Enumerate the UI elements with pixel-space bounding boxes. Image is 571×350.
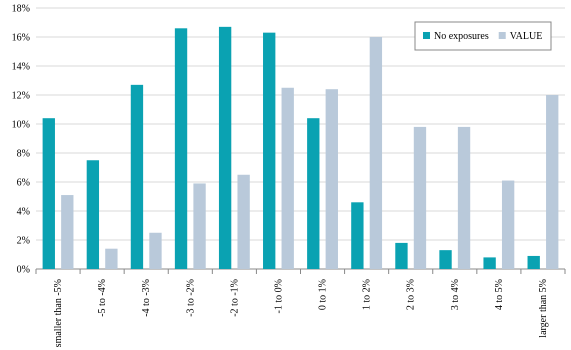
bar — [174, 28, 188, 269]
bar — [325, 89, 338, 269]
x-tick-label: 1 to 2% — [362, 279, 373, 310]
x-tick-label: 0 to 1% — [318, 279, 329, 310]
x-tick-label: 2 to 3% — [406, 279, 417, 310]
bar — [483, 257, 496, 269]
x-tick-label: 4 to 5% — [494, 279, 505, 310]
y-tick-label: 12% — [12, 91, 30, 102]
x-tick-label: 3 to 4% — [450, 279, 461, 310]
bar — [439, 250, 452, 269]
bar — [130, 84, 144, 269]
bar — [395, 242, 408, 269]
x-tick-label: -2 to -1% — [229, 279, 240, 317]
legend-swatch — [498, 32, 506, 39]
bar — [42, 118, 55, 269]
bar — [105, 248, 118, 269]
x-tick-label: -5 to -4% — [97, 279, 108, 317]
x-tick-label: smaller than -5% — [53, 279, 64, 347]
legend-label: VALUE — [510, 31, 543, 42]
y-tick-label: 0% — [17, 265, 30, 276]
y-tick-label: 16% — [12, 33, 30, 44]
bar — [193, 183, 206, 269]
bar — [218, 26, 232, 269]
bar — [457, 126, 471, 270]
legend-swatch — [423, 32, 430, 39]
bar — [369, 37, 383, 269]
bar — [527, 255, 540, 269]
y-tick-label: 8% — [17, 149, 30, 160]
legend-box — [414, 21, 552, 51]
bar — [307, 118, 320, 269]
bar — [281, 87, 294, 269]
y-tick-label: 6% — [17, 178, 30, 189]
bar — [263, 32, 276, 270]
x-tick-label: -3 to -2% — [185, 279, 196, 317]
bar — [501, 180, 515, 269]
x-tick-label: -4 to -3% — [141, 279, 152, 317]
y-tick-label: 10% — [12, 120, 30, 131]
bar — [61, 195, 74, 269]
bar — [86, 160, 100, 269]
bar — [149, 232, 162, 269]
bar — [237, 174, 250, 269]
x-tick-label: larger than 5% — [538, 279, 549, 338]
y-tick-label: 18% — [12, 4, 30, 15]
bar — [351, 202, 364, 269]
bar — [546, 95, 559, 269]
legend-label: No exposures — [434, 31, 489, 42]
x-tick-label: -1 to 0% — [273, 279, 284, 313]
y-tick-label: 2% — [17, 236, 30, 247]
y-tick-label: 4% — [17, 207, 30, 218]
y-tick-label: 14% — [12, 62, 30, 73]
bar — [413, 126, 427, 270]
